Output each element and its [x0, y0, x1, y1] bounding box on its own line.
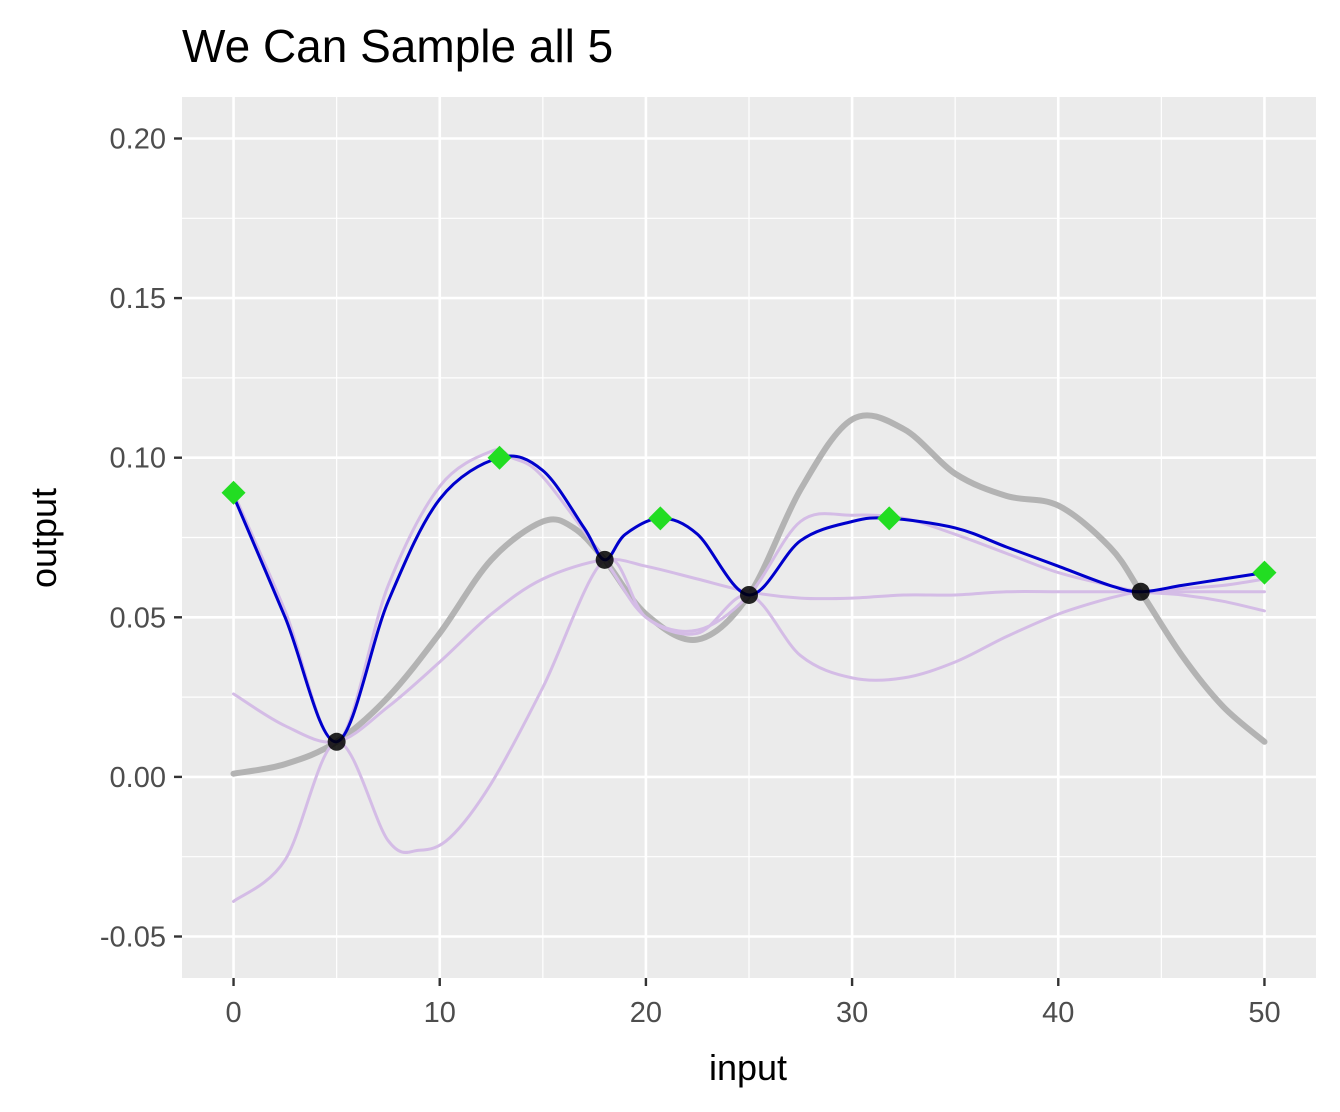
y-tick-label: 0.10 [110, 443, 166, 475]
posterior-sample-line [232, 557, 1266, 744]
sampled-point [1252, 560, 1277, 585]
points-layer [221, 445, 1277, 751]
y-axis-title: output [23, 488, 64, 588]
y-tick-label: -0.05 [100, 922, 166, 954]
x-tick-label: 30 [836, 997, 868, 1029]
y-tick-label: 0.00 [110, 762, 166, 794]
observed-point [327, 732, 346, 751]
fitted-mean-line [232, 454, 1266, 744]
x-tick-label: 20 [630, 997, 662, 1029]
x-tick-label: 0 [225, 997, 241, 1029]
sampled-point [487, 445, 512, 470]
y-tick-label: 0.15 [110, 283, 166, 315]
grid-major [182, 97, 1316, 978]
sampled-point [221, 480, 246, 505]
y-axis: -0.05 0.00 0.05 0.10 0.15 0.20 [100, 123, 182, 954]
x-tick-label: 10 [424, 997, 456, 1029]
observed-point [740, 585, 758, 604]
grid-minor [182, 97, 1316, 978]
sampled-point [877, 506, 902, 531]
y-tick-label: 0.05 [110, 602, 166, 634]
observed-point [595, 550, 614, 569]
x-tick-label: 50 [1248, 997, 1280, 1029]
observed-point [1131, 582, 1150, 601]
x-axis: 0 10 20 30 40 50 [225, 978, 1281, 1029]
x-tick-label: 40 [1042, 997, 1074, 1029]
posterior-sample-line [232, 448, 1266, 744]
sampled-point [648, 506, 673, 531]
chart-title: We Can Sample all 5 [182, 20, 613, 72]
x-axis-title: input [709, 1047, 787, 1088]
y-tick-label: 0.20 [110, 123, 166, 155]
